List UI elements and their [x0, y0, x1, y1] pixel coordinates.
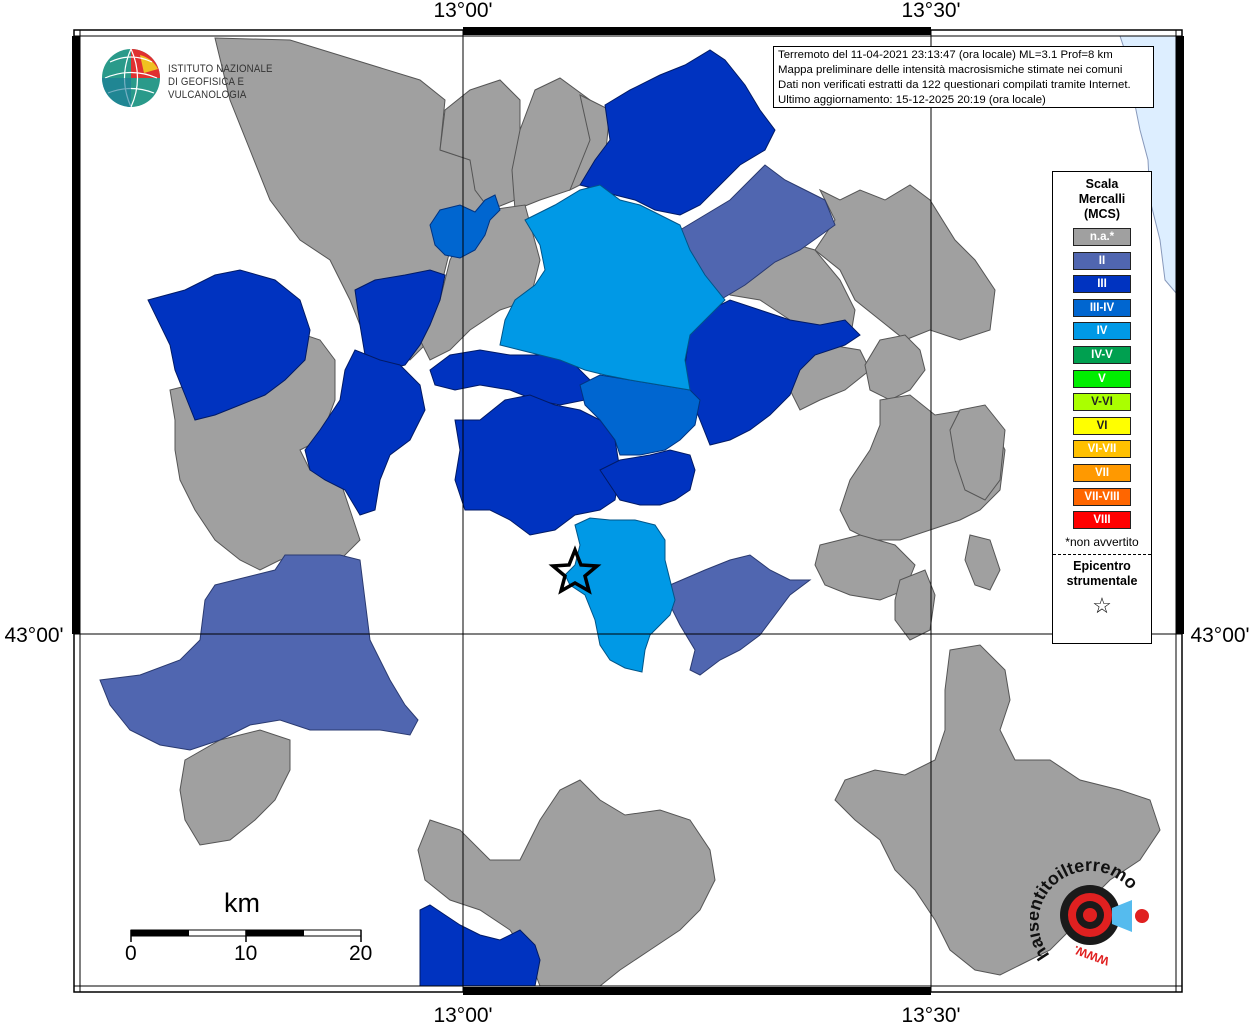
ingv-line1: ISTITUTO NAZIONALE — [168, 63, 273, 75]
legend-title-line1: Scala — [1085, 177, 1119, 191]
ingv-globe-icon — [102, 48, 160, 108]
comuni-III — [147, 49, 861, 987]
legend-epicenter-label: Epicentro strumentale — [1053, 559, 1151, 589]
comuni-na — [169, 37, 1161, 987]
comuni-III-IV — [429, 194, 701, 456]
comuni-II — [99, 164, 836, 751]
ingv-logo: ISTITUTO NAZIONALE DI GEOFISICA E VULCAN… — [100, 47, 330, 111]
legend-item-v: V — [1073, 369, 1131, 388]
legend-item-n-a: n.a.* — [1073, 228, 1131, 246]
earthquake-info-box: Terremoto del 11-04-2021 23:13:47 (ora l… — [773, 46, 1154, 108]
coord-left-mid: 43°00' — [4, 624, 63, 647]
legend-item-vii: VII — [1073, 463, 1131, 482]
legend-separator — [1053, 553, 1151, 555]
info-line2: Mappa preliminare delle intensità macros… — [778, 64, 1123, 76]
scale-unit: km — [224, 888, 260, 918]
legend-epicenter-line2: strumentale — [1066, 573, 1138, 588]
legend-title-line2: Mercalli — [1078, 192, 1126, 206]
legend-star-icon: ☆ — [1092, 592, 1112, 618]
coord-bottom-left: 13°00' — [433, 1004, 492, 1024]
info-line3: Dati non verificati estratti da 122 ques… — [778, 79, 1131, 91]
legend-item-ii: II — [1073, 251, 1131, 270]
coord-bottom-right: 13°30' — [901, 1004, 960, 1024]
legend-title-line3: (MCS) — [1083, 207, 1121, 221]
graticule — [74, 30, 1182, 992]
legend-note: *non avvertito — [1065, 534, 1139, 549]
legend-items: n.a.* II III III-IV IV IV-V V V-VI VI VI-VII VII VI… — [1053, 228, 1151, 530]
legend-item-vii-viii: VII-VIII — [1073, 487, 1131, 506]
scale-label-20: 20 — [349, 942, 373, 965]
coord-right-mid: 43°00' — [1190, 624, 1249, 647]
haisentito-target-icon: haisentitoilterremoto.it WWW. — [1022, 844, 1149, 969]
info-line4: Ultimo aggiornamento: 15-12-2025 20:19 (… — [778, 94, 1046, 106]
scale-bar — [130, 929, 362, 942]
legend-item-iv-v: IV-V — [1073, 345, 1131, 364]
scale-label-0: 0 — [125, 942, 137, 965]
mcs-legend: Scala Mercalli (MCS) n.a.* II III III-IV IV I… — [1052, 171, 1152, 644]
coord-top-left: 13°00' — [433, 0, 492, 22]
scale-label-10: 10 — [234, 942, 258, 965]
info-line1: Terremoto del 11-04-2021 23:13:47 (ora l… — [778, 49, 1113, 61]
legend-item-vi: VI — [1073, 416, 1131, 435]
legend-item-vi-vii: VI-VII — [1073, 440, 1131, 459]
legend-item-viii: VIII — [1073, 511, 1131, 530]
legend-title: Scala Mercalli (MCS) — [1053, 177, 1151, 222]
legend-item-iii: III — [1073, 275, 1131, 294]
coord-top-right: 13°30' — [901, 0, 960, 22]
legend-item-iv: IV — [1073, 322, 1131, 341]
ingv-line2: DI GEOFISICA E VULCANOLOGIA — [168, 76, 247, 101]
ingv-name: ISTITUTO NAZIONALE DI GEOFISICA E VULCAN… — [168, 63, 311, 102]
map-frame — [72, 27, 1184, 995]
epicenter-star-icon — [548, 545, 602, 595]
legend-item-v-vi: V-VI — [1073, 393, 1131, 412]
legend-item-iii-iv: III-IV — [1073, 298, 1131, 317]
haisentito-www: WWW. — [1072, 943, 1111, 969]
haisentito-logo: haisentitoilterremoto.it WWW. — [1022, 844, 1160, 990]
legend-epicenter-line1: Epicentro — [1073, 558, 1131, 573]
